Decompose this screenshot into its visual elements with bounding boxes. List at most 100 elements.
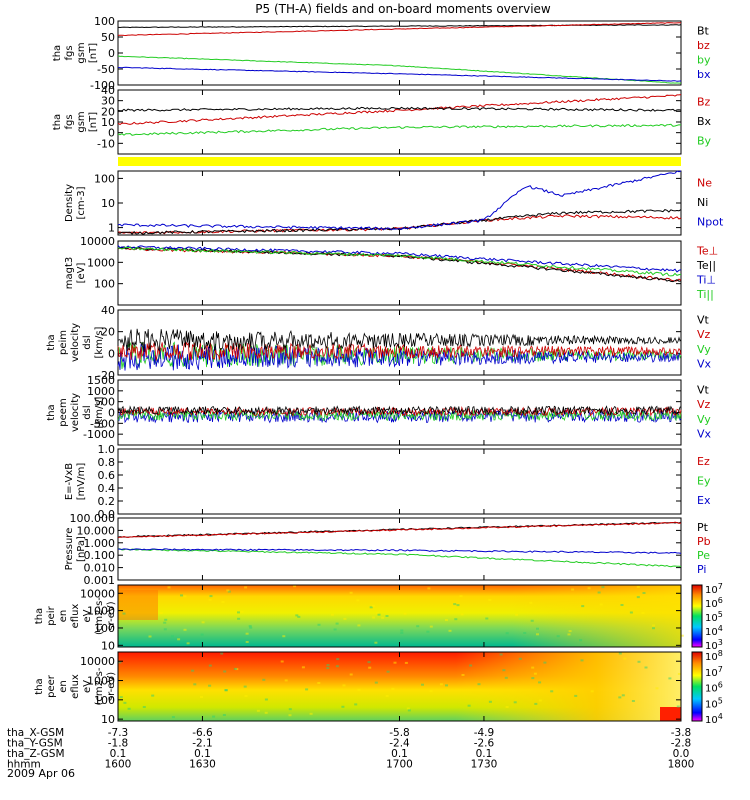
series-line-bx bbox=[117, 66, 682, 82]
spectrogram-pixel bbox=[668, 677, 672, 680]
series-line-vt bbox=[117, 405, 682, 416]
spectrogram-pixel bbox=[341, 705, 345, 708]
spectrogram-pixel bbox=[580, 659, 584, 662]
spectrogram-pixel bbox=[523, 632, 527, 634]
spectrogram-pixel bbox=[400, 629, 404, 632]
spectrogram-pixel bbox=[349, 591, 353, 594]
spectrogram-pixel bbox=[623, 657, 627, 660]
spectrogram-pixel bbox=[354, 703, 358, 706]
y-tick-label: -500 bbox=[90, 417, 115, 430]
spectrogram-pixel bbox=[597, 591, 601, 594]
y-tick-label: 30 bbox=[101, 95, 115, 108]
y-axis-label: sr-eV) bbox=[106, 601, 117, 630]
legend-entry: Vt bbox=[697, 383, 710, 396]
y-tick-label: 10000 bbox=[80, 655, 115, 668]
y-axis-label: dsl bbox=[82, 335, 93, 349]
spectrogram-pixel bbox=[122, 612, 126, 615]
x-axis-value: -4.9 bbox=[474, 727, 495, 739]
spectrogram-pixel bbox=[581, 605, 585, 608]
x-axis-value: 0.1 bbox=[194, 748, 211, 760]
colorbar-label: 107 bbox=[705, 582, 723, 596]
spectrogram-pixel bbox=[349, 673, 353, 676]
colorbar-label: 105 bbox=[705, 696, 723, 710]
spectrogram-pixel bbox=[295, 614, 299, 617]
x-axis-row-label: tha_Y-GSM bbox=[7, 738, 63, 750]
spectrogram-pixel bbox=[385, 695, 389, 697]
colorbar bbox=[691, 584, 703, 648]
y-tick-label: 500 bbox=[94, 396, 115, 409]
series-line-vx bbox=[117, 343, 682, 371]
y-tick-label: 100 bbox=[94, 15, 115, 28]
spectrogram-pixel bbox=[655, 687, 659, 690]
y-axis-label: (cm2-s- bbox=[94, 667, 105, 705]
y-axis-label: en bbox=[58, 610, 69, 623]
spectrogram-pixel bbox=[426, 630, 430, 633]
spectrogram-pixel bbox=[488, 700, 492, 703]
spectrogram-pixel bbox=[499, 653, 503, 656]
spectrogram-pixel bbox=[326, 667, 330, 670]
legend-entry: Bt bbox=[697, 24, 710, 37]
spectrogram-pixel bbox=[454, 618, 458, 621]
spectrogram-pixel bbox=[372, 616, 376, 619]
spectrogram-pixel bbox=[371, 604, 375, 607]
spectrogram-pixel bbox=[301, 666, 305, 669]
spectrogram-pixel bbox=[477, 683, 481, 686]
spectrogram-pixel bbox=[264, 698, 268, 701]
spectrogram-pixel bbox=[460, 613, 464, 616]
x-axis-value: -2.8 bbox=[671, 738, 692, 750]
y-tick-label: 1.000 bbox=[84, 537, 116, 550]
spectrogram-pixel bbox=[336, 658, 340, 661]
y-axis-label: [km/s] bbox=[94, 396, 105, 428]
spectrogram-pixel bbox=[264, 711, 268, 714]
y-tick-label: 100 bbox=[94, 172, 115, 185]
spectrogram-pixel bbox=[201, 621, 205, 624]
spectrogram-pixel bbox=[579, 639, 583, 642]
spectrogram-pixel bbox=[429, 690, 433, 693]
spectrogram-pixel bbox=[317, 682, 321, 684]
spectrogram-pixel bbox=[505, 632, 509, 635]
spectrogram-pixel bbox=[538, 699, 542, 702]
spectrogram-pixel bbox=[456, 604, 460, 607]
spectrogram-pixel bbox=[280, 660, 284, 663]
spectrogram-pixel bbox=[652, 624, 655, 627]
spectrogram-pixel bbox=[186, 642, 190, 645]
y-axis-label: tha bbox=[52, 45, 63, 61]
spectrogram-pixel bbox=[226, 589, 230, 592]
y-tick-label: 1000 bbox=[87, 256, 115, 269]
y-tick-label: 1000 bbox=[87, 605, 115, 618]
spectrogram-pixel bbox=[343, 617, 347, 620]
spectrogram-pixel bbox=[416, 625, 420, 628]
series-line-te|| bbox=[117, 246, 682, 283]
y-tick-label: 10 bbox=[101, 713, 115, 726]
x-axis-value: -2.1 bbox=[192, 738, 213, 750]
spectrogram-pixel bbox=[209, 595, 213, 598]
spectrogram-pixel bbox=[183, 628, 187, 631]
spectrogram-pixel bbox=[571, 588, 575, 591]
y-axis-label: en bbox=[58, 680, 69, 693]
y-axis-label: [nT] bbox=[88, 112, 99, 132]
y-axis-label: tha bbox=[52, 114, 63, 130]
spectrogram-pixel bbox=[193, 683, 197, 686]
x-axis-value: 0.0 bbox=[673, 748, 690, 760]
colorbar-label: 106 bbox=[705, 596, 723, 610]
y-axis-label: sr-eV) bbox=[106, 672, 117, 701]
legend-entry: Ti⊥ bbox=[696, 273, 716, 286]
spectrogram-pixel bbox=[459, 595, 463, 598]
spectrogram-pixel bbox=[357, 624, 361, 627]
spectrogram-pixel bbox=[183, 595, 187, 598]
colorbar-label: 105 bbox=[705, 610, 723, 624]
spectrogram-pixel bbox=[391, 687, 395, 690]
spectrogram-pixel bbox=[556, 635, 560, 638]
y-tick-label: 100.000 bbox=[70, 512, 116, 525]
series-line-vz bbox=[117, 341, 682, 361]
y-axis-label: E=-VxB bbox=[64, 463, 75, 500]
spectrogram-pixel bbox=[601, 586, 605, 589]
legend-entry: Bz bbox=[697, 96, 711, 109]
spectrogram-pixel bbox=[317, 623, 321, 626]
y-tick-label: 10000 bbox=[80, 587, 115, 600]
spectrogram-pixel bbox=[335, 665, 339, 668]
